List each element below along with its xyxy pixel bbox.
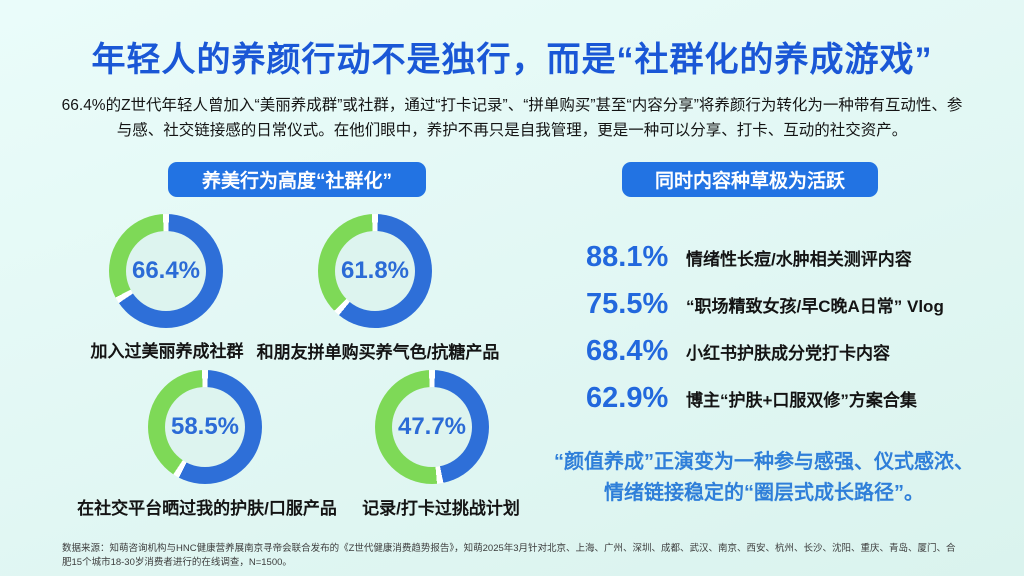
- donut-hole: 58.5%: [165, 387, 245, 467]
- stat-label: 小红书护肤成分党打卡内容: [686, 344, 890, 363]
- donut-value: 47.7%: [397, 413, 467, 440]
- donut-value: 61.8%: [340, 257, 410, 284]
- section-header-content-label: 同时内容种草极为活跃: [654, 171, 845, 192]
- stat-row: 62.9% 博主“护肤+口服双修”方案合集: [586, 375, 944, 422]
- donut-label-joined-beauty-group: 加入过美丽养成社群: [90, 342, 244, 361]
- stat-value: 62.9%: [586, 382, 669, 414]
- donut-value: 66.4%: [131, 257, 201, 284]
- stat-value: 88.1%: [586, 241, 669, 273]
- stat-label: 情绪性长痘/水肿相关测评内容: [686, 250, 912, 269]
- stat-row: 68.4% 小红书护肤成分党打卡内容: [586, 328, 944, 375]
- conclusion-quote: “颜值养成”正演变为一种参与感强、仪式感浓、情绪链接稳定的“圈层式成长路径”。: [554, 451, 974, 504]
- stat-label: 博主“护肤+口服双修”方案合集: [686, 391, 917, 410]
- section-header-community: 养美行为高度“社群化”: [168, 162, 426, 197]
- donut-chart-challenge-checkin: 47.7%: [375, 370, 489, 484]
- page-title: 年轻人的养颜行动不是独行，而是“社群化的养成游戏”: [91, 41, 933, 79]
- donut-value: 58.5%: [170, 413, 240, 440]
- donut-label-social-sharing: 在社交平台晒过我的护肤/口服产品: [77, 499, 337, 518]
- donut-chart-social-sharing: 58.5%: [148, 370, 262, 484]
- section-header-content: 同时内容种草极为活跃: [622, 162, 878, 197]
- stat-value: 68.4%: [586, 335, 669, 367]
- donut-label-group-buying: 和朋友拼单购买养气色/抗糖产品: [256, 343, 500, 362]
- stat-row: 75.5% “职场精致女孩/早C晚A日常” Vlog: [586, 281, 944, 328]
- donut-hole: 47.7%: [392, 387, 472, 467]
- stat-value: 75.5%: [586, 288, 669, 320]
- donut-chart-joined-beauty-group: 66.4%: [109, 214, 223, 328]
- donut-hole: 61.8%: [335, 231, 415, 311]
- stat-list: 88.1% 情绪性长痘/水肿相关测评内容 75.5% “职场精致女孩/早C晚A日…: [586, 234, 944, 422]
- stat-label: “职场精致女孩/早C晚A日常” Vlog: [686, 297, 944, 316]
- stat-row: 88.1% 情绪性长痘/水肿相关测评内容: [586, 234, 944, 281]
- data-source-footnote: 数据来源：知萌咨询机构与HNC健康营养展南京寻帝会联合发布的《Z世代健康消费趋势…: [62, 543, 956, 569]
- section-header-community-label: 养美行为高度“社群化”: [201, 171, 392, 192]
- intro-paragraph: 66.4%的Z世代年轻人曾加入“美丽养成群”或社群，通过“打卡记录”、“拼单购买…: [61, 97, 963, 139]
- donut-label-challenge-checkin: 记录/打卡过挑战计划: [362, 499, 520, 518]
- donut-hole: 66.4%: [126, 231, 206, 311]
- donut-chart-group-buying: 61.8%: [318, 214, 432, 328]
